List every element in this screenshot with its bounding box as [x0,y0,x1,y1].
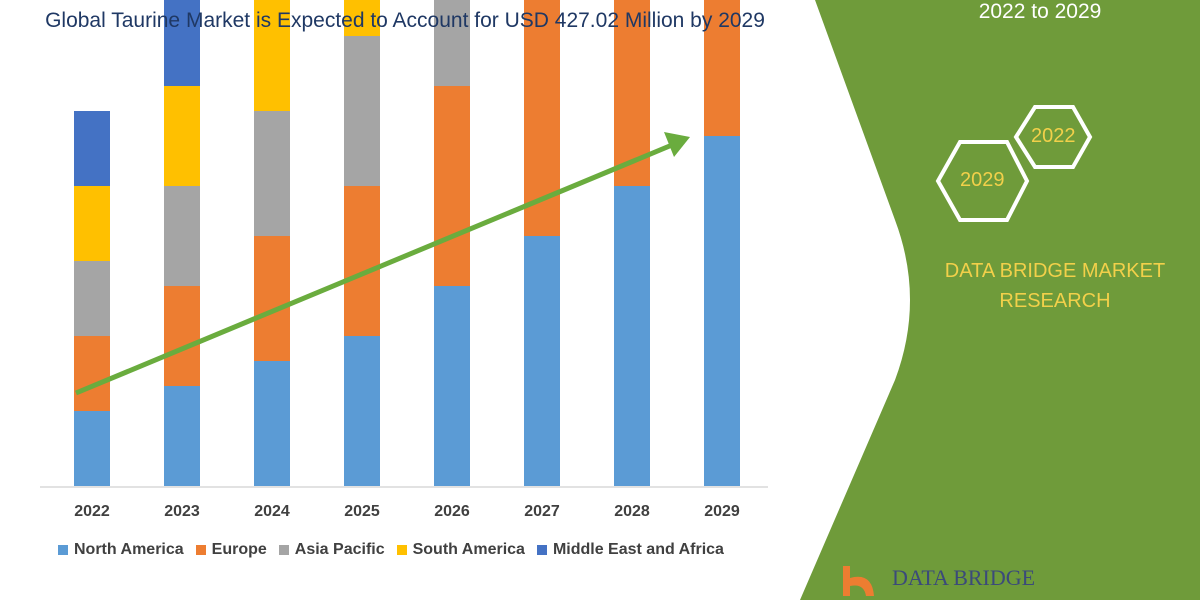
forecast-period: 2022 to 2029 [978,0,1102,23]
x-tick-label: 2024 [254,503,290,520]
legend-item: Asia Pacific [278,541,385,559]
bar-2025-asia-pacific [344,36,380,186]
legend-label: Europe [211,541,267,558]
bar-2026-asia-pacific [434,0,470,86]
hexagon-label-2029: 2029 [960,169,1005,191]
hexagon-2022 [1013,105,1093,169]
x-tick-label: 2022 [74,503,110,520]
legend-swatch [396,545,407,555]
trend-arrow-head [664,132,690,157]
brand-name: DATA BRIDGE MARKET RESEARCH [944,260,1166,312]
legend-item: North America [58,541,184,559]
bar-2023-middle-east-and-africa [164,0,200,86]
legend-label: Middle East and Africa [552,541,724,558]
hexagon-2029 [935,140,1030,222]
bar-2025-north-america [344,336,380,486]
x-tick-label: 2027 [524,503,560,520]
bar-2023-asia-pacific [164,186,200,286]
x-tick-label: 2029 [704,503,740,520]
x-tick-label: 2023 [164,503,200,520]
bar-2022-asia-pacific [74,261,110,336]
legend-item: Europe [195,541,267,559]
legend-swatch [195,545,206,555]
bar-2022-south-america [74,186,110,261]
bar-2023-south-america [164,86,200,186]
bar-2026-europe [434,86,470,286]
bar-2029-europe [704,0,740,136]
bar-2029-north-america [704,136,740,486]
legend-label: North America [74,541,184,558]
bar-2023-europe [164,286,200,386]
trend-arrow [75,142,673,396]
bar-2027-north-america [524,236,560,486]
legend-swatch [58,545,68,555]
bar-2024-north-america [254,361,290,486]
logo-text: DATA BRIDGE [892,565,1036,590]
bar-2024-south-america [254,0,290,111]
hexagon-label-2022: 2022 [1031,125,1076,147]
legend-item: South America [396,541,525,559]
bar-2023-north-america [164,386,200,486]
bar-2022-middle-east-and-africa [74,111,110,186]
bar-2026-north-america [434,286,470,486]
green-panel [800,0,1200,600]
x-tick-label: 2028 [614,503,650,520]
bar-2022-europe [74,336,110,411]
x-tick-label: 2026 [434,503,470,520]
bar-2024-europe [254,236,290,361]
chart-title: Global Taurine Market is Expected to Acc… [45,9,765,32]
bar-2025-south-america [344,0,380,36]
legend-item: Middle East and Africa [536,541,724,559]
logo-icon [843,566,874,596]
bar-2022-north-america [74,411,110,486]
bar-2025-europe [344,186,380,336]
legend-label: Asia Pacific [294,541,385,558]
legend-swatch [536,545,547,555]
x-tick-label: 2025 [344,503,380,520]
bar-2024-asia-pacific [254,111,290,236]
legend-label: South America [412,541,525,558]
legend-swatch [278,545,289,555]
bar-2028-north-america [614,186,650,486]
legend: North America Europe Asia Pacific South Ame… [58,541,724,559]
